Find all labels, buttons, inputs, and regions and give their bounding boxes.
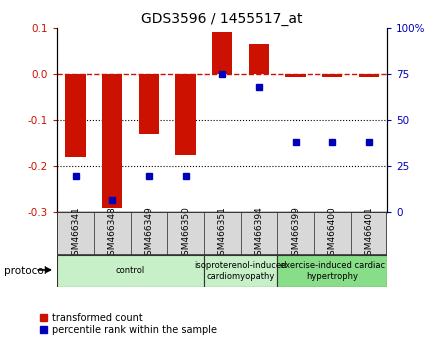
Title: GDS3596 / 1455517_at: GDS3596 / 1455517_at: [141, 12, 303, 26]
Text: GSM466399: GSM466399: [291, 206, 300, 261]
Bar: [277, 255, 387, 287]
Bar: [57, 212, 94, 255]
Text: GSM466401: GSM466401: [364, 206, 374, 261]
Bar: [359, 74, 379, 77]
Text: isoproterenol-induced
cardiomyopathy: isoproterenol-induced cardiomyopathy: [194, 261, 287, 280]
Legend: transformed count, percentile rank within the sample: transformed count, percentile rank withi…: [40, 313, 217, 335]
Bar: [322, 74, 342, 77]
Bar: [249, 45, 269, 74]
Bar: [167, 212, 204, 255]
Text: GSM466400: GSM466400: [328, 206, 337, 261]
Bar: [204, 255, 277, 287]
Bar: [286, 74, 306, 77]
Text: protocol: protocol: [4, 266, 47, 276]
Bar: [204, 212, 241, 255]
Bar: [277, 212, 314, 255]
Text: GSM466394: GSM466394: [254, 206, 264, 261]
Bar: [241, 212, 277, 255]
Text: GSM466350: GSM466350: [181, 206, 190, 261]
Bar: [94, 212, 131, 255]
Bar: [176, 74, 196, 155]
Bar: [314, 212, 351, 255]
Text: GSM466341: GSM466341: [71, 206, 80, 261]
Bar: [102, 74, 122, 208]
Bar: [57, 255, 204, 287]
Bar: [212, 32, 232, 74]
Bar: [139, 74, 159, 134]
Bar: [66, 74, 86, 157]
Text: GSM466348: GSM466348: [108, 206, 117, 261]
Text: GSM466349: GSM466349: [144, 206, 154, 261]
Text: GSM466351: GSM466351: [218, 206, 227, 261]
Bar: [351, 212, 387, 255]
Text: exercise-induced cardiac
hypertrophy: exercise-induced cardiac hypertrophy: [280, 261, 385, 280]
Text: control: control: [116, 266, 145, 275]
Bar: [131, 212, 167, 255]
